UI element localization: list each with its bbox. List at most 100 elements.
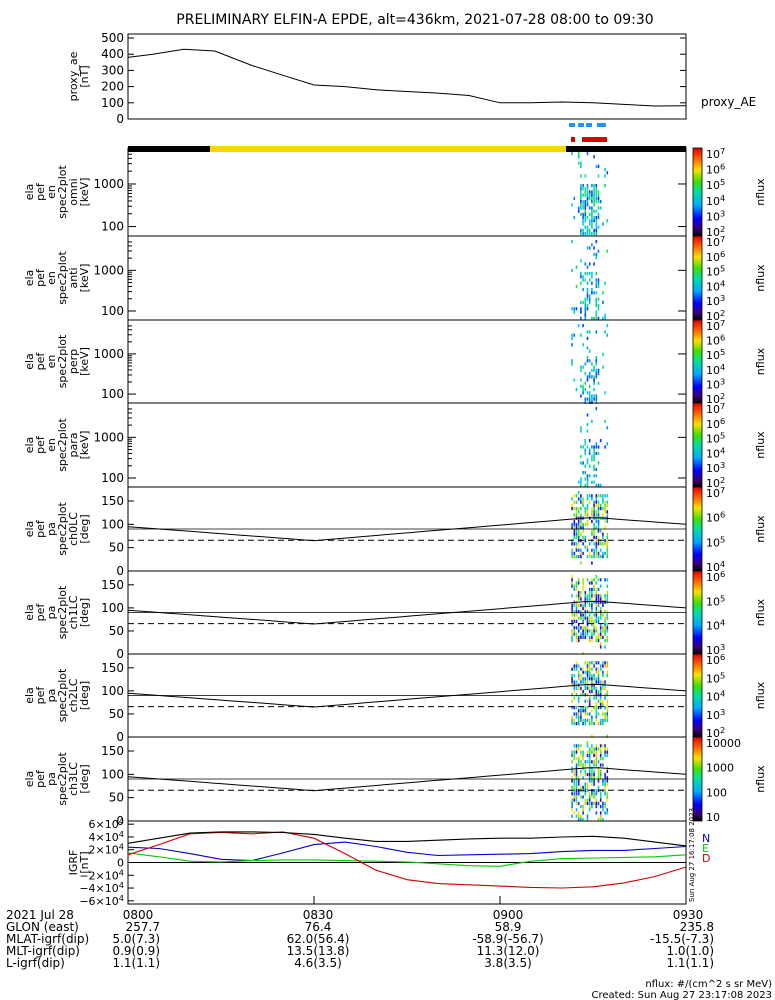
- ch3LC-cell: [577, 744, 580, 748]
- ch3LC-cell: [571, 792, 573, 796]
- para-cell: [586, 413, 589, 417]
- ch0LC-cell: [588, 494, 591, 498]
- ch1LC-cell: [573, 619, 576, 623]
- ch2LC-cell: [604, 686, 606, 690]
- ch3LC-cell: [575, 763, 578, 767]
- ch0LC-cell: [571, 542, 573, 546]
- ch3LC-cell: [582, 750, 584, 754]
- ch1LC-cell: [606, 578, 609, 582]
- ch1LC-cell: [571, 575, 573, 579]
- ch0LC-cell: [597, 526, 600, 530]
- omni-cell: [582, 187, 584, 191]
- ch2LC-cell: [586, 718, 589, 722]
- ch0LC-cell: [573, 500, 576, 504]
- ch2LC-cell: [597, 699, 600, 703]
- omni-cell: [584, 193, 587, 197]
- omni-cell: [580, 187, 582, 191]
- ch1LC-cell: [575, 639, 578, 643]
- perp-cell: [580, 384, 582, 388]
- ch2LC-ylabel-line: pef: [34, 686, 47, 705]
- ch2LC-cell: [577, 722, 580, 726]
- igrf-ytick-label: −6×104: [79, 893, 124, 908]
- omni-cell: [595, 200, 598, 204]
- ch3LC-cell: [573, 779, 576, 783]
- ch1LC-cell: [593, 629, 595, 633]
- omni-cell: [586, 193, 589, 197]
- ch1LC-cell: [604, 619, 606, 623]
- ch1LC-cells: [571, 575, 609, 655]
- ch2LC-cell: [586, 664, 589, 668]
- anti-cell: [586, 288, 589, 292]
- ch0LC-cell: [580, 548, 582, 552]
- anti-cell: [588, 300, 591, 304]
- ch2LC-cell: [597, 706, 600, 710]
- ch2LC-cell: [575, 661, 578, 665]
- ch2LC-cell: [571, 667, 573, 671]
- ch3LC-cell: [575, 798, 578, 802]
- perp-cell: [595, 400, 598, 404]
- ch2LC-cell: [588, 677, 591, 681]
- ch2LC-cell: [597, 670, 600, 674]
- ch0LC-cell: [573, 526, 576, 530]
- perp-cell: [586, 336, 589, 340]
- omni-cell: [584, 216, 587, 220]
- ch1LC-cell: [573, 603, 576, 607]
- ch3LC-colorbar-tick: 100: [706, 786, 727, 799]
- ch2LC-cell: [602, 712, 604, 716]
- ch0LC-cell: [575, 529, 578, 533]
- ch1LC-cell: [593, 623, 595, 627]
- omni-colorbar: [692, 147, 703, 237]
- ch3LC-cell: [577, 817, 580, 821]
- proxy-ae-ytick-label: 200: [101, 80, 124, 94]
- omni-cell: [593, 187, 595, 191]
- ch0LC-cell: [599, 542, 602, 546]
- ch3LC-cell: [604, 805, 606, 809]
- ch0LC-cell: [595, 551, 598, 555]
- omni-cell: [586, 203, 589, 207]
- omni-cell: [580, 228, 582, 232]
- ch2LC-cell: [571, 680, 573, 684]
- para-colorbar-tick: 105: [706, 431, 725, 446]
- zone-marker-red: [571, 137, 575, 142]
- ch0LC-cell: [591, 497, 593, 501]
- ch1LC-cell: [573, 584, 576, 588]
- perp-cell: [593, 375, 595, 379]
- ch2LC-cell: [597, 680, 600, 684]
- ch1LC-cell: [588, 603, 591, 607]
- ch3LC-cell: [604, 747, 606, 751]
- ch1LC-cell: [606, 594, 609, 598]
- ch0LC-cell: [573, 513, 576, 517]
- omni-cell: [595, 190, 598, 194]
- zone-marker-red: [582, 137, 607, 142]
- ch0LC-cell: [575, 500, 578, 504]
- ch0LC-cell: [575, 542, 578, 546]
- perp-cell: [580, 368, 582, 372]
- para-cell: [582, 445, 584, 449]
- ch1LC-colorbar-tick: 106: [706, 569, 725, 584]
- omni-cell: [595, 228, 598, 232]
- ch1LC-cell: [599, 616, 602, 620]
- ch0LC-cell: [597, 500, 600, 504]
- ch3LC-cell: [580, 795, 582, 799]
- ch3LC-cell: [586, 750, 589, 754]
- perp-colorbar: [692, 319, 703, 404]
- ch3LC-cell: [599, 795, 602, 799]
- perp-cell: [588, 397, 591, 401]
- ch2LC-cell: [582, 690, 584, 694]
- ch2LC-cell: [582, 722, 584, 726]
- ch1LC-cell: [575, 581, 578, 585]
- omni-cell: [593, 216, 595, 220]
- ch1LC-cell: [606, 613, 609, 617]
- ch2LC-cell: [588, 674, 591, 678]
- ch3LC-cell: [602, 763, 604, 767]
- ch1LC-cell: [580, 613, 582, 617]
- ch3LC-cell: [588, 801, 591, 805]
- ch3LC-cell: [575, 747, 578, 751]
- omni-cell: [595, 193, 598, 197]
- omni-cell: [586, 184, 589, 188]
- omni-ylabel-line: omni: [67, 178, 80, 205]
- ch1LC-cell: [575, 626, 578, 630]
- ch2LC-colorbar-tick: 104: [706, 689, 725, 704]
- ch3LC-cell: [586, 741, 589, 745]
